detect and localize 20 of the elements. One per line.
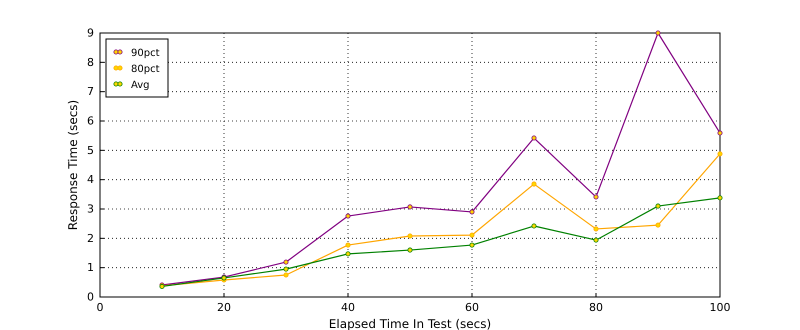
y-tick-label: 8 bbox=[87, 56, 94, 69]
y-axis-title: Response Time (secs) bbox=[66, 100, 80, 230]
legend-label: Avg bbox=[131, 80, 150, 91]
y-tick-label: 0 bbox=[87, 290, 94, 304]
x-tick-label: 60 bbox=[465, 300, 479, 314]
y-tick-label: 9 bbox=[87, 26, 94, 40]
x-tick-label: 20 bbox=[217, 300, 231, 314]
x-tick-label: 40 bbox=[341, 300, 355, 314]
legend-label: 80pct bbox=[131, 64, 160, 75]
y-tick-label: 7 bbox=[87, 85, 94, 98]
y-tick-label: 1 bbox=[87, 261, 94, 274]
y-tick-label: 6 bbox=[87, 114, 94, 128]
legend-label: 90pct bbox=[131, 48, 160, 59]
y-tick-label: 5 bbox=[87, 144, 94, 157]
x-tick-label: 80 bbox=[589, 300, 603, 314]
y-tick-label: 4 bbox=[87, 173, 94, 186]
x-tick-label: 0 bbox=[96, 300, 104, 314]
y-tick-label: 3 bbox=[87, 202, 94, 216]
y-tick-label: 2 bbox=[87, 232, 94, 245]
x-tick-label: 100 bbox=[710, 300, 730, 314]
